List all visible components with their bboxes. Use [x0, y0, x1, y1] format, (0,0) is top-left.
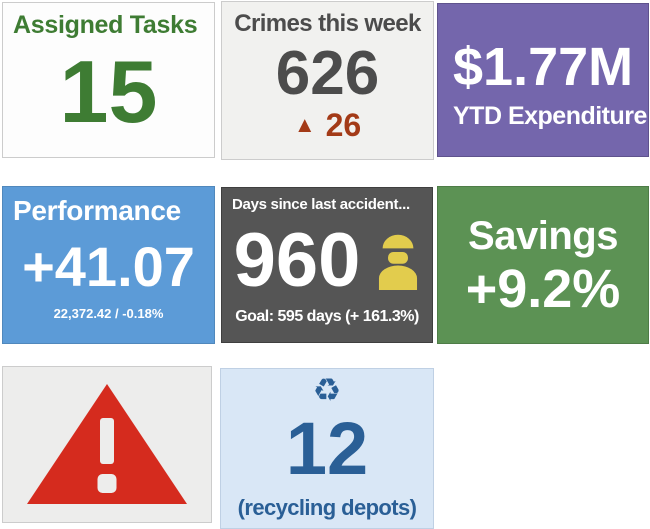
recycle-icon: ♻ — [312, 371, 342, 409]
recycling-value: 12 — [285, 406, 369, 490]
up-triangle-icon: ▲ — [293, 112, 316, 137]
recycling-tile: ♻ 12 (recycling depots) — [220, 368, 434, 529]
ytd-expenditure-label: YTD Expenditure — [453, 101, 647, 130]
days-since-accident-tile: Days since last accident... 960 Goal: 59… — [221, 187, 433, 343]
ytd-expenditure-value: $1.77M — [453, 36, 634, 97]
performance-detail: 22,372.42 / -0.18% — [53, 306, 164, 321]
days-since-accident-value-row: 960 — [232, 213, 422, 308]
crimes-title: Crimes this week — [234, 10, 421, 37]
crimes-value: 626 — [275, 38, 380, 108]
warning-tile — [2, 366, 212, 523]
savings-value: +9.2% — [465, 259, 621, 319]
crimes-delta: ▲ 26 — [228, 109, 427, 141]
worker-icon — [379, 234, 418, 290]
days-since-accident-title: Days since last accident... — [232, 196, 410, 213]
crimes-tile: Crimes this week 626 ▲ 26 — [221, 1, 434, 160]
performance-value: +41.07 — [22, 234, 195, 298]
performance-title: Performance — [13, 195, 181, 226]
days-since-accident-goal: Goal: 595 days (+ 161.3%) — [235, 308, 419, 325]
assigned-tasks-tile: Assigned Tasks 15 — [2, 2, 215, 158]
crimes-delta-value: 26 — [325, 107, 362, 143]
assigned-tasks-title: Assigned Tasks — [13, 11, 198, 39]
days-since-accident-value: 960 — [233, 217, 361, 303]
savings-title: Savings — [468, 214, 618, 258]
performance-tile: Performance +41.07 22,372.42 / -0.18% — [2, 186, 215, 344]
warning-triangle-icon — [27, 383, 187, 504]
assigned-tasks-value: 15 — [59, 41, 158, 141]
recycling-label: (recycling depots) — [237, 495, 417, 520]
savings-tile: Savings +9.2% — [437, 186, 649, 344]
ytd-expenditure-tile: $1.77M YTD Expenditure — [437, 3, 649, 157]
